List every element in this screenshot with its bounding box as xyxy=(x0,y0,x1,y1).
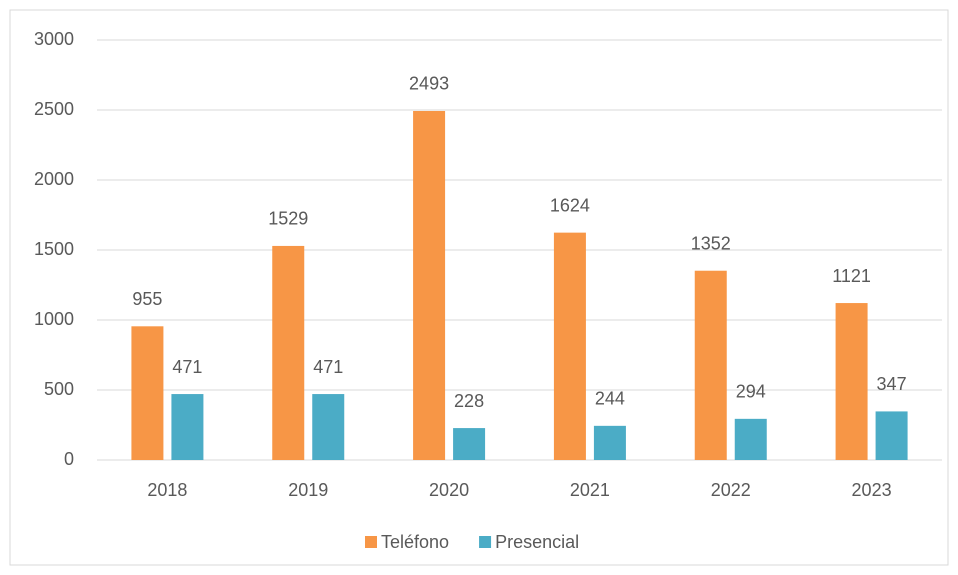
bar xyxy=(131,326,164,460)
y-tick-label: 1500 xyxy=(34,239,74,259)
data-label: 1352 xyxy=(691,233,731,253)
x-tick-label: 2019 xyxy=(288,480,328,500)
bar xyxy=(553,232,586,460)
data-label: 1121 xyxy=(832,266,871,286)
legend-label: Teléfono xyxy=(381,532,449,552)
bar xyxy=(734,418,767,460)
data-label: 471 xyxy=(172,357,202,377)
legend-swatch xyxy=(365,536,377,548)
data-label: 294 xyxy=(736,382,766,402)
bar xyxy=(694,270,727,460)
bar xyxy=(413,110,446,460)
bar xyxy=(593,425,626,460)
bar xyxy=(875,411,908,460)
bar xyxy=(171,394,204,460)
data-label: 1624 xyxy=(550,195,590,215)
x-tick-label: 2023 xyxy=(852,480,892,500)
x-tick-label: 2020 xyxy=(429,480,469,500)
y-tick-label: 3000 xyxy=(34,29,74,49)
data-label: 955 xyxy=(132,289,162,309)
y-tick-label: 2000 xyxy=(34,169,74,189)
x-tick-label: 2021 xyxy=(570,480,610,500)
y-tick-label: 500 xyxy=(44,379,74,399)
data-label: 228 xyxy=(454,391,484,411)
bar xyxy=(835,303,868,460)
data-label: 347 xyxy=(877,374,907,394)
y-tick-label: 0 xyxy=(64,449,74,469)
bar xyxy=(453,428,486,460)
data-label: 244 xyxy=(595,389,625,409)
legend-swatch xyxy=(479,536,492,548)
data-label: 471 xyxy=(313,357,343,377)
y-tick-label: 1000 xyxy=(34,309,74,329)
chart-border xyxy=(9,9,949,566)
data-label: 1529 xyxy=(268,209,308,229)
bar xyxy=(312,394,345,460)
y-tick-label: 2500 xyxy=(34,99,74,119)
bar xyxy=(272,245,305,460)
x-tick-label: 2022 xyxy=(711,480,751,500)
x-tick-label: 2018 xyxy=(147,480,187,500)
data-label: 2493 xyxy=(409,74,449,94)
legend-label: Presencial xyxy=(495,532,579,552)
